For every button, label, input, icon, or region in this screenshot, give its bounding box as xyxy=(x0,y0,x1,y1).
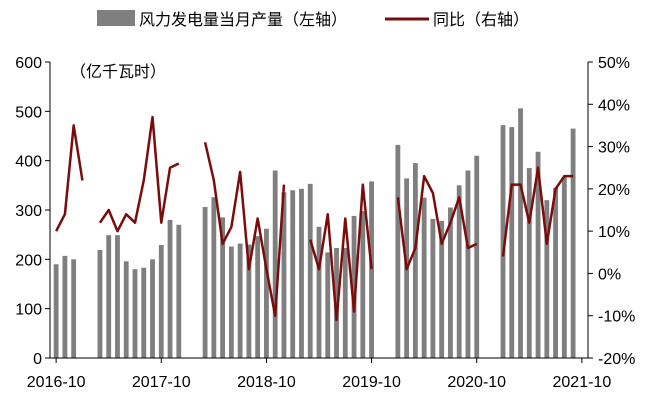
bar-17 xyxy=(202,207,208,358)
yoy-line-segment-4 xyxy=(396,174,478,271)
bar-22 xyxy=(246,244,252,358)
axes-layer: 0 100 200 300 400 500 600 -20% -10% 0% 10% 20% 30% 40… xyxy=(15,55,635,391)
bar-1 xyxy=(62,255,68,358)
bar-20 xyxy=(228,246,234,358)
left-tick-label: 300 xyxy=(15,203,42,220)
right-tick-label: 0% xyxy=(598,266,621,283)
bar-30 xyxy=(316,226,322,358)
bar-39 xyxy=(395,144,401,358)
legend-bar-swatch xyxy=(97,10,135,26)
bar-32 xyxy=(334,247,339,358)
x-tick-label: 2019-10 xyxy=(342,374,401,391)
bar-23 xyxy=(255,236,261,358)
bar-7 xyxy=(115,235,120,358)
yoy-line-segment-3 xyxy=(309,183,373,322)
bar-21 xyxy=(237,243,243,358)
bar-41 xyxy=(412,163,418,358)
bar-10 xyxy=(141,267,147,358)
left-tick-label: 500 xyxy=(15,104,42,121)
bar-33 xyxy=(342,247,348,358)
right-tick-label: -10% xyxy=(598,309,635,326)
bar-53 xyxy=(518,108,523,359)
yoy-line-segment-5 xyxy=(501,166,574,257)
bar-6 xyxy=(106,235,112,358)
right-tick-label: 50% xyxy=(598,55,630,72)
bar-35 xyxy=(360,210,366,358)
line-layer xyxy=(55,115,574,322)
legend-line-label: 同比（右轴） xyxy=(433,10,529,29)
unit-label: （亿千瓦时） xyxy=(70,62,166,81)
left-tick-label: 400 xyxy=(15,154,42,171)
x-tick-label: 2016-10 xyxy=(27,374,86,391)
x-tick-label: 2020-10 xyxy=(447,374,506,391)
bar-13 xyxy=(167,219,173,358)
bar-29 xyxy=(307,183,313,358)
bar-19 xyxy=(220,217,226,358)
x-tick-label: 2017-10 xyxy=(132,374,191,391)
bar-11 xyxy=(150,259,155,358)
bar-47 xyxy=(465,170,471,358)
bar-44 xyxy=(439,220,445,358)
bar-31 xyxy=(325,252,331,358)
bar-46 xyxy=(456,185,462,358)
bar-0 xyxy=(53,264,59,358)
left-tick-label: 200 xyxy=(15,252,42,269)
bar-5 xyxy=(97,249,103,358)
right-tick-label: 30% xyxy=(598,140,630,157)
bar-59 xyxy=(570,128,576,358)
yoy-line-segment-1 xyxy=(98,115,180,233)
bar-51 xyxy=(500,125,506,359)
bar-36 xyxy=(369,181,374,358)
bar-57 xyxy=(553,187,558,358)
yoy-line-segment-2 xyxy=(203,142,286,317)
bar-8 xyxy=(123,261,129,358)
left-tick-label: 0 xyxy=(33,351,42,368)
yoy-line-segment-0 xyxy=(55,124,84,232)
bar-42 xyxy=(421,197,427,358)
x-tick-label: 2018-10 xyxy=(237,374,296,391)
legend-bar-label: 风力发电量当月产量（左轴） xyxy=(139,10,347,29)
bar-48 xyxy=(474,155,480,358)
bars-layer xyxy=(53,108,576,359)
bar-27 xyxy=(290,190,296,358)
left-tick-label: 100 xyxy=(15,302,42,319)
bar-12 xyxy=(158,245,164,358)
bar-9 xyxy=(132,269,138,358)
bar-28 xyxy=(299,188,304,358)
bar-25 xyxy=(272,170,278,358)
left-tick-label: 600 xyxy=(15,55,42,72)
right-tick-label: 40% xyxy=(598,97,630,114)
bar-43 xyxy=(430,218,436,358)
bar-45 xyxy=(448,207,453,358)
bar-55 xyxy=(535,151,541,358)
right-tick-label: -20% xyxy=(598,351,635,368)
right-tick-label: 20% xyxy=(598,182,630,199)
bar-58 xyxy=(561,176,567,358)
bar-54 xyxy=(526,168,532,358)
bar-34 xyxy=(351,215,357,358)
bar-26 xyxy=(281,192,287,358)
bar-2 xyxy=(71,259,77,358)
bar-56 xyxy=(544,200,550,358)
bar-24 xyxy=(264,228,269,358)
bar-18 xyxy=(211,197,217,358)
bar-52 xyxy=(509,127,515,359)
bar-14 xyxy=(176,224,182,358)
right-tick-label: 10% xyxy=(598,224,630,241)
x-tick-label: 2021-10 xyxy=(553,374,612,391)
